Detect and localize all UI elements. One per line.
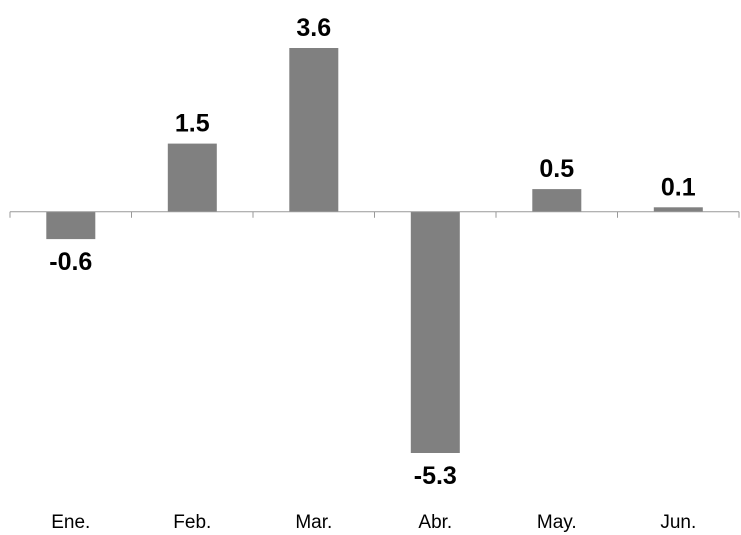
bar-feb bbox=[167, 143, 217, 212]
data-labels-group: -0.6 1.5 3.6 -5.3 0.5 0.1 bbox=[49, 14, 696, 490]
category-labels-group: Ene. Feb. Mar. Abr. May. Jun. bbox=[51, 512, 696, 533]
category-label: Jun. bbox=[660, 512, 696, 533]
data-label: 1.5 bbox=[175, 110, 210, 138]
data-label: 0.1 bbox=[661, 173, 696, 201]
data-label: 3.6 bbox=[296, 14, 331, 42]
bars-group bbox=[46, 48, 703, 453]
data-label: -0.6 bbox=[49, 248, 92, 276]
category-label: Ene. bbox=[51, 512, 90, 533]
bar-abr bbox=[410, 211, 460, 453]
bar-ene bbox=[46, 211, 96, 240]
category-label: Mar. bbox=[295, 512, 332, 533]
bar-may bbox=[532, 189, 582, 212]
category-label: May. bbox=[537, 512, 577, 533]
bar-mar bbox=[289, 48, 339, 212]
category-label: Abr. bbox=[418, 512, 452, 533]
data-label: -5.3 bbox=[414, 462, 457, 490]
bar-jun bbox=[653, 207, 703, 212]
category-label: Feb. bbox=[173, 512, 211, 533]
data-label: 0.5 bbox=[539, 155, 574, 183]
x-axis bbox=[9, 211, 740, 218]
